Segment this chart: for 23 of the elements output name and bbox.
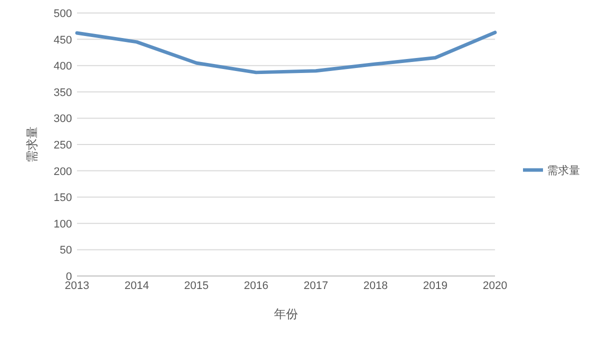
y-tick-label: 150 [54,192,72,204]
legend-label: 需求量 [547,164,580,177]
y-tick-label: 300 [54,113,72,126]
x-tick-label: 2018 [363,280,388,292]
y-tick-label: 500 [54,8,72,20]
line-series [75,30,497,74]
x-tick-label: 2019 [423,280,448,292]
x-tick-label: 2014 [124,280,149,292]
x-axis-title: 年份 [274,307,298,321]
y-tick-label: 450 [54,34,72,46]
x-tick-label: 2016 [244,280,268,292]
y-tick-label: 100 [54,218,72,230]
y-axis-title: 需求量 [25,126,39,162]
x-tick-label: 2020 [482,280,508,292]
y-tick-label: 250 [54,140,72,152]
y-tick-label: 50 [60,244,72,257]
y-tick-label: 0 [66,271,72,283]
y-tick-label: 400 [54,60,72,73]
x-tick-label: 2017 [304,280,328,292]
x-tick-label: 2013 [64,280,90,292]
x-tick-label: 2015 [184,280,209,292]
y-tick-label: 200 [54,166,72,178]
y-tick-label: 350 [54,86,72,99]
